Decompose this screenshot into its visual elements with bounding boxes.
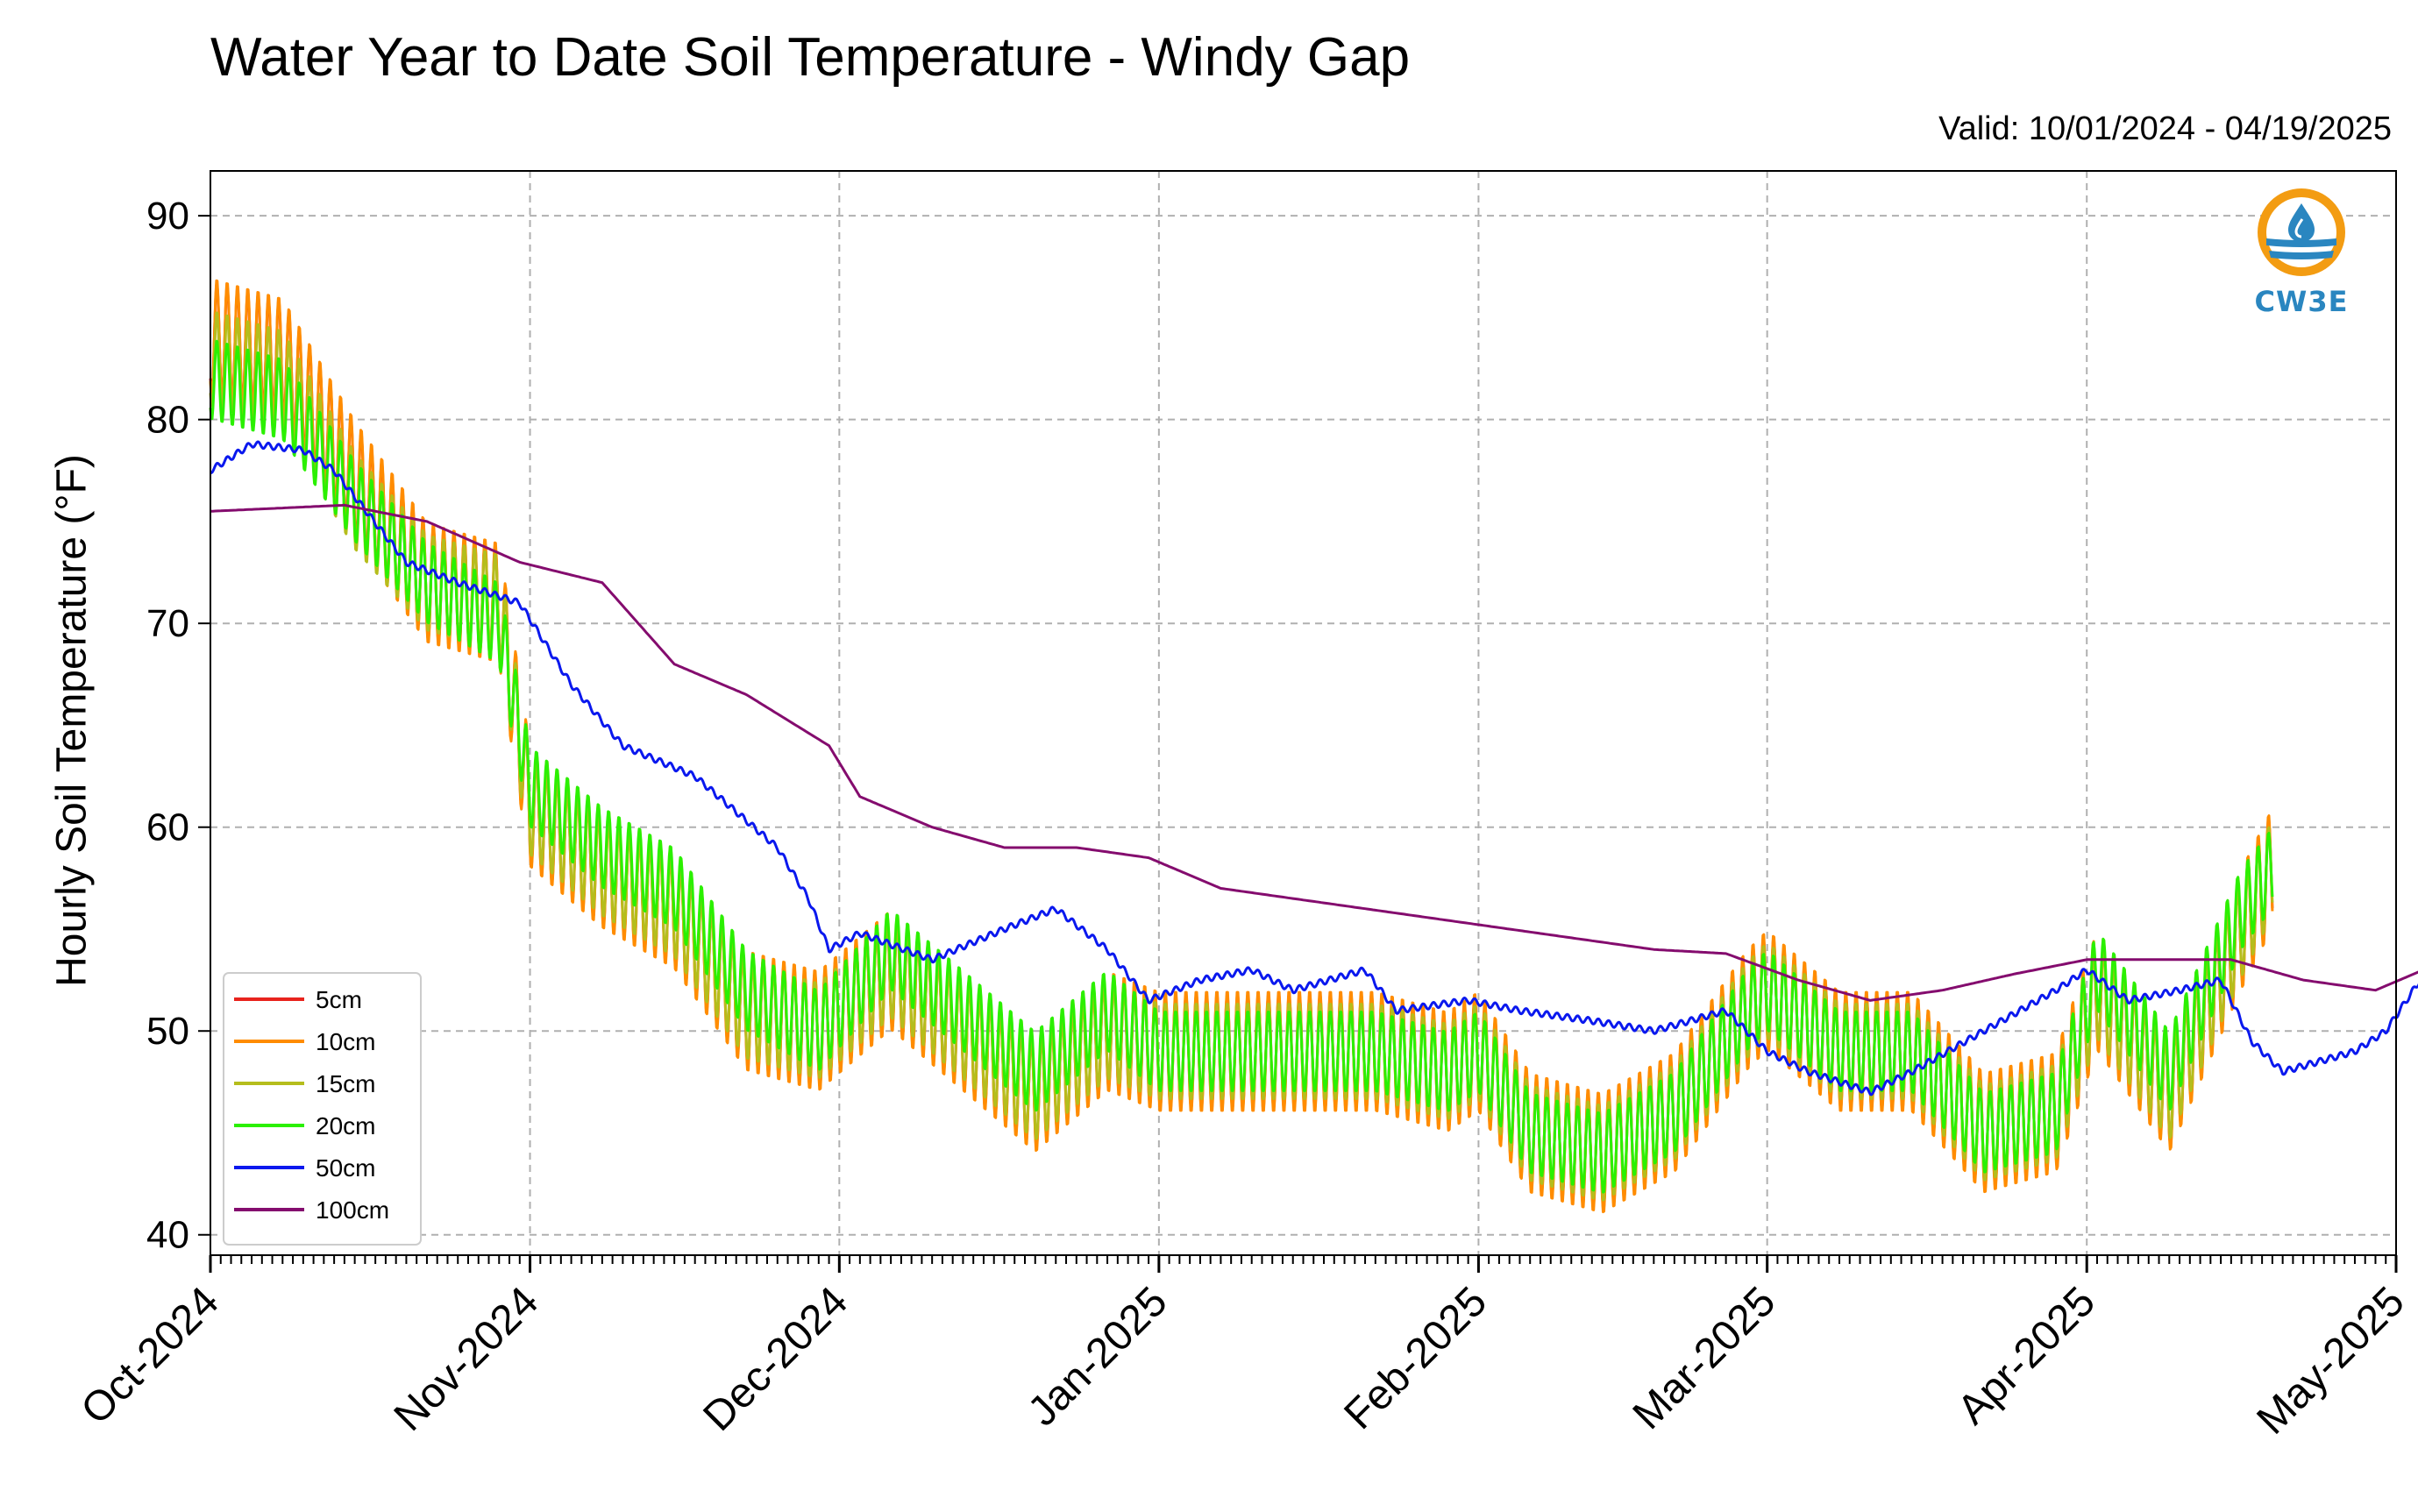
- y-tick-label: 60: [146, 806, 189, 849]
- x-axis-ticks: Oct-2024 Nov-2024 Dec-2024 Jan-2025 Feb-2025…: [73, 1255, 2414, 1444]
- x-tick-label: Feb-2025: [1335, 1278, 1496, 1438]
- x-tick-label: Nov-2024: [386, 1278, 548, 1440]
- y-tick-label: 70: [146, 602, 189, 645]
- cw3e-logo: CW3E: [2244, 184, 2358, 318]
- water-drop-icon: [2258, 188, 2345, 276]
- legend-label-100cm: 100cm: [316, 1196, 389, 1224]
- series-lines: [209, 279, 2418, 1214]
- x-tick-label: Oct-2024: [73, 1278, 228, 1433]
- y-tick-label: 90: [146, 195, 189, 238]
- legend: 5cm 10cm 15cm 20cm 50cm 100cm: [223, 972, 422, 1246]
- legend-label-10cm: 10cm: [316, 1028, 375, 1055]
- cw3e-logo-text: CW3E: [2254, 285, 2349, 318]
- legend-label-5cm: 5cm: [316, 986, 362, 1013]
- x-tick-label: Apr-2025: [1949, 1278, 2104, 1433]
- legend-label-20cm: 20cm: [316, 1112, 375, 1139]
- y-tick-label: 40: [146, 1214, 189, 1257]
- x-tick-label: Dec-2024: [694, 1278, 857, 1440]
- x-tick-label: May-2025: [2248, 1278, 2413, 1443]
- series-line-100cm: [210, 503, 2418, 1002]
- series-line-50cm: [210, 440, 2418, 1097]
- y-axis-ticks: 40 50 60 70 80 90: [146, 195, 210, 1257]
- legend-label-15cm: 15cm: [316, 1070, 375, 1097]
- chart-title: Water Year to Date Soil Temperature - Wi…: [210, 27, 1411, 88]
- grid-lines: [210, 171, 2396, 1255]
- x-tick-label: Jan-2025: [1020, 1278, 1177, 1435]
- legend-label-50cm: 50cm: [316, 1154, 375, 1182]
- y-tick-label: 50: [146, 1010, 189, 1053]
- series-line-20cm: [209, 339, 2274, 1194]
- y-tick-label: 80: [146, 399, 189, 442]
- x-tick-label: Mar-2025: [1625, 1278, 1785, 1438]
- valid-date-range: Valid: 10/01/2024 - 04/19/2025: [1938, 110, 2392, 147]
